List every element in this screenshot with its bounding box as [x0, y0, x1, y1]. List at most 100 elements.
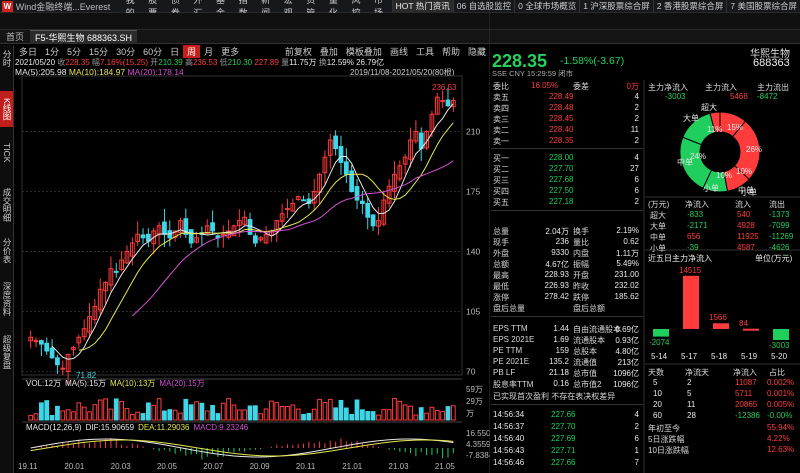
volume-bar	[295, 408, 301, 421]
quote-cell: 委比	[493, 82, 509, 91]
extra-value: 55.94%	[767, 423, 795, 432]
volume-bar	[60, 410, 66, 421]
x-tick: 20.09	[250, 462, 271, 471]
period-button[interactable]: 30分	[116, 46, 136, 57]
stock-name: 华熙生物	[750, 49, 790, 60]
quick-tab[interactable]: HOT 热门资讯	[391, 0, 453, 12]
period-button[interactable]: 更多	[221, 46, 240, 57]
volume-bar	[183, 398, 189, 421]
quick-tab[interactable]: 7 美国股票综合屏	[726, 0, 800, 12]
ma20-line	[131, 160, 454, 317]
sidebar-item[interactable]: 深度资料	[2, 282, 12, 316]
y-tick: 175	[466, 186, 480, 196]
x-tick: 21.03	[389, 462, 410, 471]
tool-button[interactable]: 前复权	[284, 46, 312, 57]
volume-bar	[370, 411, 376, 421]
y-tick: 140	[466, 247, 480, 257]
candle	[28, 336, 34, 342]
quote-cell: 卖二	[493, 126, 509, 135]
extra-label: 年初至今	[648, 424, 680, 433]
quick-tab[interactable]: 1 沪深股票综合屏	[579, 0, 653, 12]
volume-bar	[440, 411, 445, 421]
order-book: 委比 16.05% 委差 0万 卖五 228.49 4 卖四 228.48 2 卖三 228.45 2 卖…	[491, 80, 643, 473]
period-button[interactable]: 多日	[19, 46, 38, 57]
days-cell: 20865	[735, 400, 758, 409]
flow-bar-value: 1566	[709, 313, 727, 323]
quick-tab[interactable]: 06 自选股监控	[452, 0, 514, 12]
tool-button[interactable]: 帮助	[441, 46, 460, 57]
flow-bar-value: 14515	[679, 265, 702, 275]
tool-button[interactable]: 模板叠加	[345, 46, 382, 57]
volume-legend: MA(5):15万	[65, 379, 106, 388]
flow-bar-date: 5-18	[711, 352, 728, 361]
sidebar-item[interactable]: 成交明细	[2, 188, 12, 222]
tool-button[interactable]: 叠加	[319, 46, 338, 57]
quote-cell: 买四	[493, 187, 509, 196]
quote-row: 买三 227.68 6	[491, 175, 643, 186]
sidebar-item[interactable]: 分价表	[2, 238, 12, 264]
period-button[interactable]: 月	[204, 46, 214, 57]
quote-cell: 14:56:46	[493, 458, 525, 467]
dif-line	[30, 438, 454, 458]
quote-row: EPS 2021E 1.69 流通股本 0.93亿	[491, 335, 643, 346]
volume-bar	[338, 399, 344, 421]
candlestick-chart[interactable]: 210 175 140 105 70 236.53 71.82 VOL:12万 MA(5):15…	[0, 0, 490, 473]
quote-row: 已实现首次盈利 不存在表决权差异	[491, 391, 643, 402]
divider	[491, 210, 643, 211]
period-button[interactable]: 15分	[89, 46, 109, 57]
tab-stock[interactable]: F5-华熙生物 688363.SH	[30, 29, 138, 44]
volume-bar	[55, 405, 60, 421]
flow-bar	[653, 329, 669, 337]
volume-bar	[386, 409, 392, 421]
volume-bar	[253, 405, 258, 421]
quote-cell: 卖五	[493, 93, 509, 102]
tab-home[interactable]: 首页	[6, 32, 25, 42]
flow-table-cell: 超大	[650, 211, 666, 220]
quote-row: 14:56:46 227.66 7	[491, 458, 643, 469]
bar-title: 近五日主力净流入	[648, 254, 712, 263]
volume-bar	[71, 411, 76, 421]
quote-cell: 内盘	[573, 249, 589, 258]
flow-bar-date: 5-19	[741, 352, 758, 361]
quote-cell: 流通值	[573, 358, 597, 367]
tool-button[interactable]: 画线	[389, 46, 408, 57]
quote-row: 买二 227.70 27	[491, 164, 643, 175]
quote-row: 最低 226.93 昨收 232.02	[491, 281, 643, 292]
exchange-status: SSE CNY 15:29:59 闭市	[492, 69, 574, 78]
quote-cell: 9330	[551, 248, 569, 257]
period-button[interactable]: 日	[170, 46, 180, 57]
quote-cell: 228.00	[549, 153, 574, 162]
period-button[interactable]: 周	[183, 44, 201, 58]
pie-label: 大单	[683, 114, 699, 123]
quote-cell: 7	[634, 458, 639, 467]
flow-table-cell: -11269	[769, 232, 794, 241]
days-cell: 0.005%	[767, 400, 795, 409]
sidebar-item[interactable]: 超级复盘	[2, 335, 12, 369]
tool-button[interactable]: 工具	[415, 46, 434, 57]
sidebar-item[interactable]: TICK	[2, 143, 12, 163]
volume-bar	[392, 397, 397, 421]
extra-label: 5日涨跌幅	[648, 435, 685, 444]
quote-cell: 213亿	[617, 358, 639, 367]
quote-cell: 232.02	[614, 281, 639, 290]
candle	[49, 347, 55, 359]
period-button[interactable]: 5分	[67, 46, 82, 57]
quick-tab[interactable]: 2 香港股票综合屏	[652, 0, 727, 12]
sidebar-item[interactable]: 分时图	[2, 49, 12, 67]
volume-bar	[204, 410, 210, 421]
period-button[interactable]: 60分	[143, 46, 163, 57]
quote-cell: 228.48	[549, 103, 574, 112]
candle	[253, 235, 258, 244]
period-button[interactable]: 1分	[45, 46, 60, 57]
quick-tab[interactable]: 0 全球市场概览	[514, 0, 579, 12]
sidebar-item[interactable]: K线图	[0, 91, 13, 127]
quote-row: 卖二 228.40 11	[491, 125, 643, 136]
quote-cell: 总股本	[573, 347, 597, 356]
volume-bar	[381, 409, 387, 421]
candle	[135, 233, 141, 242]
flow-bar-value: -2074	[649, 337, 670, 347]
candle	[129, 242, 135, 257]
quote-row: PE TTM 159 总股本 4.80亿	[491, 346, 643, 357]
ohlc-label: 换	[318, 58, 327, 67]
tool-button[interactable]: 隐藏	[467, 46, 486, 57]
